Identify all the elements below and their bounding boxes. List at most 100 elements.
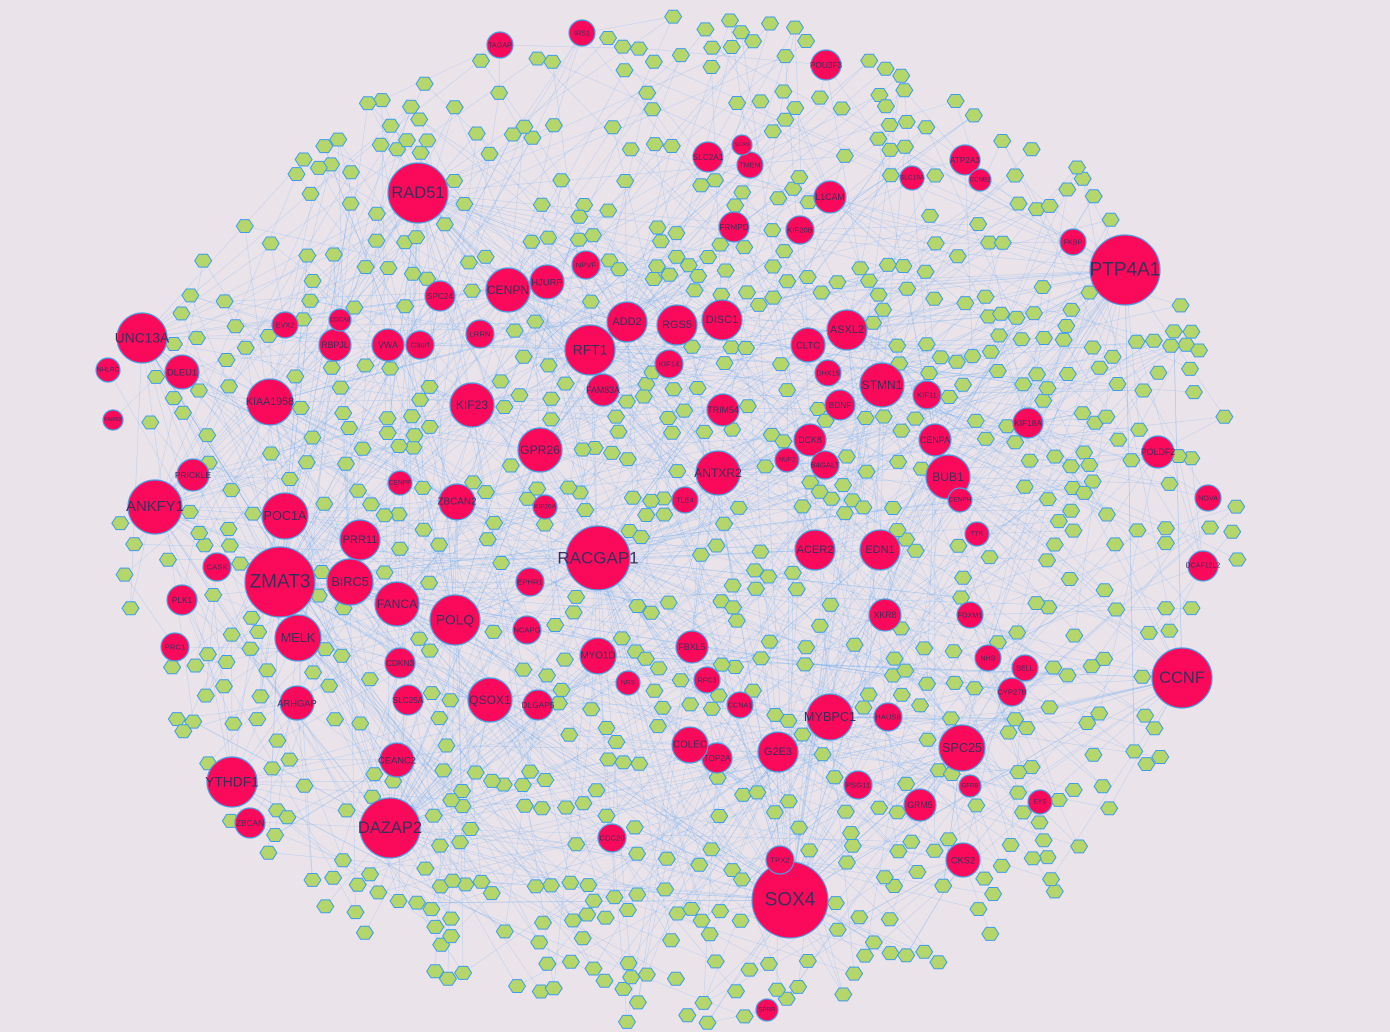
mirna-node[interactable]	[569, 232, 588, 247]
mirna-node[interactable]	[1105, 537, 1125, 552]
mirna-node[interactable]	[776, 112, 795, 127]
mirna-node[interactable]	[759, 569, 778, 584]
mirna-node[interactable]	[226, 319, 245, 334]
mirna-node[interactable]	[813, 747, 832, 762]
mirna-node[interactable]	[341, 196, 360, 211]
gene-node[interactable]: CASK	[202, 552, 232, 582]
mirna-node[interactable]	[539, 230, 558, 245]
mirna-node[interactable]	[1054, 332, 1073, 347]
mirna-node[interactable]	[892, 68, 911, 83]
mirna-node[interactable]	[235, 219, 254, 233]
mirna-node[interactable]	[636, 651, 655, 666]
mirna-node[interactable]	[125, 537, 144, 552]
gene-node[interactable]: SPC25	[938, 724, 986, 772]
mirna-node[interactable]	[723, 578, 742, 593]
mirna-node[interactable]	[784, 181, 803, 196]
mirna-node[interactable]	[944, 644, 963, 659]
mirna-node[interactable]	[855, 948, 875, 963]
mirna-node[interactable]	[514, 349, 533, 364]
gene-node[interactable]: RFC3	[693, 666, 721, 694]
mirna-node[interactable]	[455, 197, 474, 211]
mirna-node[interactable]	[522, 234, 541, 249]
mirna-node[interactable]	[1033, 280, 1052, 294]
mirna-node[interactable]	[1058, 668, 1077, 683]
mirna-node[interactable]	[544, 981, 563, 996]
mirna-node[interactable]	[881, 946, 900, 961]
mirna-node[interactable]	[880, 118, 899, 132]
mirna-node[interactable]	[560, 727, 579, 742]
mirna-node[interactable]	[331, 380, 350, 395]
gene-node[interactable]: DCK8	[793, 423, 827, 457]
gene-node[interactable]: FOXM1	[956, 601, 984, 629]
gene-node[interactable]: STMN1	[859, 362, 905, 408]
mirna-node[interactable]	[220, 538, 239, 553]
mirna-node[interactable]	[706, 954, 725, 969]
mirna-node[interactable]	[450, 835, 470, 850]
gene-node[interactable]: PLK1	[166, 584, 198, 616]
mirna-node[interactable]	[1122, 453, 1141, 468]
mirna-node[interactable]	[602, 445, 621, 460]
mirna-node[interactable]	[638, 85, 657, 100]
mirna-node[interactable]	[158, 552, 178, 567]
gene-node[interactable]: FAM83A	[586, 373, 620, 407]
mirna-node[interactable]	[597, 721, 616, 735]
mirna-node[interactable]	[490, 85, 509, 100]
mirna-node[interactable]	[797, 640, 816, 655]
mirna-node[interactable]	[443, 873, 462, 888]
gene-node[interactable]: TTK	[964, 521, 990, 547]
mirna-node[interactable]	[894, 259, 913, 273]
mirna-node[interactable]	[931, 350, 950, 365]
mirna-node[interactable]	[641, 493, 661, 508]
mirna-node[interactable]	[1007, 310, 1026, 325]
mirna-node[interactable]	[1034, 331, 1054, 345]
gene-node[interactable]: EYS	[1027, 789, 1053, 815]
mirna-node[interactable]	[749, 297, 768, 312]
mirna-node[interactable]	[628, 599, 647, 613]
mirna-node[interactable]	[726, 198, 745, 213]
mirna-node[interactable]	[881, 168, 900, 183]
mirna-node[interactable]	[963, 349, 982, 364]
mirna-node[interactable]	[716, 263, 735, 278]
mirna-node[interactable]	[859, 273, 879, 288]
gene-node[interactable]: BDNF	[824, 389, 856, 421]
mirna-node[interactable]	[173, 405, 193, 420]
mirna-node[interactable]	[379, 261, 398, 275]
mirna-node[interactable]	[743, 683, 763, 698]
mirna-node[interactable]	[1171, 298, 1190, 313]
mirna-node[interactable]	[420, 575, 439, 590]
mirna-node[interactable]	[1139, 625, 1158, 640]
mirna-node[interactable]	[906, 543, 925, 558]
mirna-node[interactable]	[367, 206, 386, 221]
mirna-node[interactable]	[595, 973, 614, 988]
mirna-node[interactable]	[325, 712, 345, 727]
mirna-node[interactable]	[187, 331, 207, 345]
mirna-node[interactable]	[495, 924, 514, 939]
mirna-node[interactable]	[789, 820, 809, 835]
mirna-node[interactable]	[320, 678, 339, 693]
mirna-node[interactable]	[1223, 524, 1242, 539]
mirna-node[interactable]	[979, 235, 999, 250]
mirna-node[interactable]	[115, 567, 134, 582]
mirna-node[interactable]	[897, 948, 916, 963]
mirna-node[interactable]	[1189, 343, 1209, 358]
mirna-node[interactable]	[993, 134, 1012, 148]
mirna-node[interactable]	[430, 838, 450, 853]
gene-node[interactable]: SELL	[1011, 654, 1039, 682]
mirna-node[interactable]	[763, 223, 782, 238]
mirna-node[interactable]	[371, 137, 390, 152]
mirna-node[interactable]	[537, 668, 557, 683]
mirna-node[interactable]	[692, 178, 711, 193]
mirna-node[interactable]	[845, 966, 864, 981]
mirna-node[interactable]	[348, 877, 367, 892]
mirna-node[interactable]	[420, 380, 439, 394]
gene-node[interactable]: MELK	[274, 614, 322, 662]
mirna-node[interactable]	[870, 800, 889, 815]
gene-node[interactable]: YTHDF1	[205, 756, 259, 808]
mirna-node[interactable]	[617, 394, 636, 409]
gene-node[interactable]: KIF11	[912, 380, 942, 410]
mirna-node[interactable]	[775, 244, 794, 259]
mirna-node[interactable]	[722, 340, 741, 355]
mirna-node[interactable]	[980, 550, 999, 565]
mirna-node[interactable]	[564, 605, 583, 620]
mirna-node[interactable]	[998, 419, 1017, 434]
